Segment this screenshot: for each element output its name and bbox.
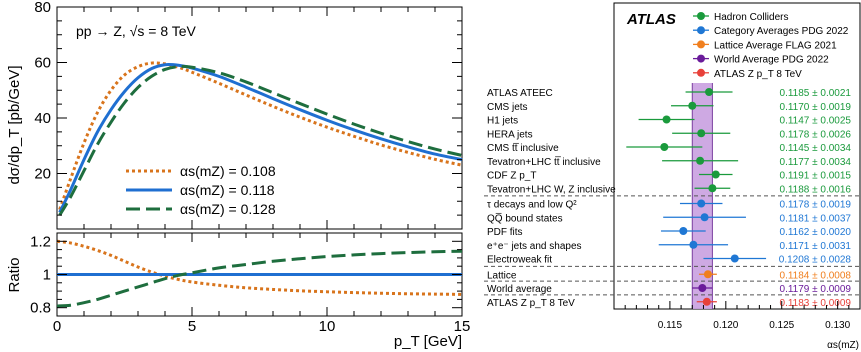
ratio-x-tick-label: 10 [319, 318, 336, 335]
ratio-ylabel: Ratio [6, 257, 23, 292]
ratio-y-tick-label: 0.8 [30, 300, 51, 317]
main-y-tick-label: 80 [34, 0, 51, 16]
measurement-label: Electroweak fit [487, 255, 552, 266]
atlas-label: ATLAS [626, 11, 676, 28]
summary-legend: Hadron Colliders Category Averages PDG 20… [693, 12, 849, 80]
measurement-marker [702, 297, 711, 306]
main-series-line-0 [58, 61, 463, 211]
measurement-value: 0.1181 ± 0.0037 [780, 213, 852, 224]
summary-legend-label: Category Averages PDG 2022 [714, 26, 849, 37]
measurement-label: τ decays and low Q² [487, 200, 577, 211]
measurement-label: PDF fits [487, 227, 523, 238]
measurement-label: H1 jets [487, 116, 518, 127]
main-y-tick-label: 20 [34, 166, 51, 183]
measurement-marker [662, 115, 671, 124]
summary-axis-ticks: 0.115 0.120 0.125 0.130 [624, 301, 851, 331]
summary-legend-label: Lattice Average FLAG 2021 [714, 40, 837, 51]
ratio-x-tick-label: 5 [188, 318, 196, 335]
main-series-line-2 [58, 64, 463, 216]
ratio-series-line-0 [56, 239, 463, 296]
measurement-marker [689, 240, 698, 249]
measurement-value: 0.1185 ± 0.0021 [780, 88, 852, 99]
ratio-curves [56, 239, 463, 308]
measurement-marker [697, 199, 706, 208]
main-legend: αs(mZ) = 0.108 αs(mZ) = 0.118 αs(mZ) = 0.1… [126, 163, 276, 217]
measurement-marker [705, 88, 714, 96]
process-label: pp → Z, √s = 8 TeV [76, 23, 197, 39]
ratio-series-line-2 [56, 249, 463, 308]
measurement-value: 0.1184 ± 0.0008 [780, 270, 852, 281]
right-panel: ATLAS ATEEC 0.1185 ± 0.0021 CMS jets 0.1170… [484, 2, 861, 351]
ratio-y-tick-label: 1.2 [30, 233, 51, 250]
measurement-marker [679, 227, 688, 235]
main-curves [58, 61, 463, 216]
measurement-label: CMS jets [487, 102, 528, 113]
measurement-value: 0.1208 ± 0.0028 [779, 255, 852, 266]
measurement-label: Lattice [487, 270, 517, 281]
measurement-label: ATLAS ATEEC [487, 88, 553, 99]
summary-x-tick-label: 0.130 [825, 320, 850, 331]
measurement-marker [697, 129, 706, 138]
measurement-label: CMS tt̅ inclusive [487, 142, 559, 154]
measurement-value: 0.1171 ± 0.0031 [780, 241, 852, 252]
measurement-value: 0.1147 ± 0.0025 [780, 116, 852, 127]
main-y-tick-label: 40 [34, 110, 51, 127]
summary-legend-marker [697, 54, 705, 63]
summary-x-tick-label: 0.115 [658, 320, 683, 331]
measurement-label: e⁺e⁻ jets and shapes [487, 241, 582, 252]
summary-legend-marker [697, 40, 705, 49]
measurement-value: 0.1170 ± 0.0019 [780, 102, 852, 113]
measurement-value: 0.1188 ± 0.0016 [780, 184, 852, 195]
summary-xlabel: αs(mZ) [827, 340, 859, 351]
summary-legend-label: World Average PDG 2022 [714, 55, 829, 66]
left-panel: 0 5 10 15 20 40 60 80 0.8 1 1.2 pp → Z, √s = 8 TeV… [6, 0, 470, 350]
measurement-label: Tevatron+LHC tt̅ inclusive [487, 156, 601, 168]
measurement-marker [698, 284, 707, 292]
summary-x-tick-label: 0.125 [769, 320, 794, 331]
measurement-value: 0.1183 ± 0.0009 [780, 298, 852, 309]
measurement-marker [696, 156, 705, 165]
measurement-marker [660, 143, 669, 151]
measurement-label: ATLAS Z p_T 8 TeV [487, 298, 575, 309]
ratio-x-tick-label: 15 [454, 318, 471, 335]
measurement-marker [700, 213, 709, 222]
summary-legend-label: Hadron Colliders [714, 12, 788, 23]
legend-label-1: αs(mZ) = 0.118 [180, 182, 275, 198]
measurement-marker [730, 254, 739, 263]
measurement-marker [688, 101, 697, 110]
summary-x-tick-label: 0.120 [713, 320, 738, 331]
left-axis-ticks: 0 5 10 15 20 40 60 80 0.8 1 1.2 [30, 0, 470, 335]
summary-legend-marker [697, 26, 705, 35]
main-y-tick-label: 60 [34, 55, 51, 72]
ratio-y-tick-label: 1 [43, 267, 51, 284]
measurement-label: Tevatron+LHC W, Z inclusive [487, 184, 616, 195]
legend-label-0: αs(mZ) = 0.108 [180, 163, 276, 179]
measurement-label: CDF Z p_T [487, 171, 536, 182]
summary-legend-marker [697, 68, 705, 77]
measurement-value: 0.1177 ± 0.0034 [780, 157, 852, 168]
measurement-marker [703, 270, 712, 279]
measurement-points: ATLAS ATEEC 0.1185 ± 0.0021 CMS jets 0.1170… [487, 88, 851, 309]
measurement-value: 0.1179 ± 0.0009 [780, 284, 852, 295]
measurement-marker [711, 170, 720, 179]
main-ylabel: dσ/dp_T [pb/GeV] [6, 65, 23, 184]
measurement-label: World average [487, 284, 552, 295]
summary-legend-label: ATLAS Z p_T 8 TeV [714, 69, 802, 80]
measurement-value: 0.1162 ± 0.0020 [780, 227, 852, 238]
measurement-label: HERA jets [487, 129, 533, 140]
measurement-label: QQ̅ bound states [487, 212, 563, 224]
legend-label-2: αs(mZ) = 0.128 [180, 201, 276, 217]
main-xlabel: p_T [GeV] [394, 333, 462, 350]
ratio-x-tick-label: 0 [53, 318, 61, 335]
measurement-value: 0.1178 ± 0.0026 [780, 129, 852, 140]
summary-legend-marker [697, 12, 705, 20]
measurement-value: 0.1178 ± 0.0019 [780, 200, 852, 211]
measurement-marker [708, 184, 717, 193]
measurement-value: 0.1145 ± 0.0034 [780, 143, 852, 154]
measurement-value: 0.1191 ± 0.0015 [780, 171, 852, 182]
